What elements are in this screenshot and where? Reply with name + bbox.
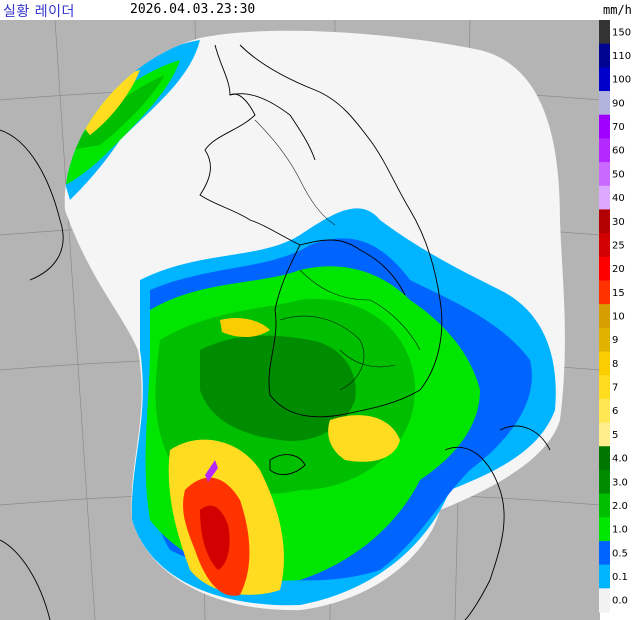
legend-swatch [599, 446, 610, 471]
legend-label: 40 [612, 193, 625, 204]
legend-swatch [599, 43, 610, 68]
legend-label: 9 [612, 335, 618, 346]
legend-swatch [599, 114, 610, 139]
legend-swatch [599, 20, 610, 45]
legend-label: 90 [612, 98, 625, 109]
header-bar: 실황 레이더 2026.04.03.23:30 mm/h [0, 0, 635, 20]
legend-label: 150 [612, 27, 631, 38]
legend-label: 0.1 [612, 572, 628, 583]
legend-swatch [599, 327, 610, 353]
legend-swatch [599, 162, 610, 187]
legend-label: 30 [612, 217, 625, 228]
legend-swatch [599, 209, 610, 234]
legend-swatch [599, 517, 610, 542]
legend-label: 15 [612, 288, 625, 299]
legend-swatch [599, 185, 610, 210]
legend-swatch [599, 375, 610, 400]
legend-swatch [599, 67, 610, 92]
legend-unit: mm/h [603, 3, 632, 17]
rainfall-legend: 150 110 100 90 70 60 50 40 30 25 20 15 10 9 8 7 6 5 4.0 3.0… [599, 20, 631, 613]
legend-label: 3.0 [612, 477, 628, 488]
legend-label: 8 [612, 359, 618, 370]
legend-swatch [599, 280, 610, 305]
legend-swatch [599, 564, 610, 589]
legend-label: 5 [612, 430, 618, 441]
legend-swatch [599, 493, 610, 518]
legend-swatch [599, 138, 610, 163]
legend-label: 50 [612, 169, 625, 180]
radar-map[interactable] [0, 20, 600, 620]
legend-label: 100 [612, 75, 631, 86]
legend-swatch [599, 540, 610, 566]
legend-swatch [599, 398, 610, 424]
legend-swatch [599, 256, 610, 281]
legend-label: 10 [612, 312, 625, 323]
legend-swatch [599, 422, 610, 447]
legend-label: 20 [612, 264, 625, 275]
legend-swatch [599, 233, 610, 258]
legend-swatch [599, 304, 610, 329]
legend-swatch [599, 351, 610, 376]
legend-label: 2.0 [612, 501, 628, 512]
legend-label: 6 [612, 406, 618, 417]
legend-label: 0.0 [612, 596, 628, 607]
legend-label: 60 [612, 146, 625, 157]
observation-timestamp: 2026.04.03.23:30 [130, 2, 256, 17]
legend-label: 25 [612, 240, 625, 251]
coastlines [0, 44, 551, 620]
precipitation-echoes [64, 40, 556, 606]
province-boundaries [254, 119, 421, 391]
page-title: 실황 레이더 [3, 4, 75, 20]
legend-label: 70 [612, 122, 625, 133]
legend-swatch [599, 588, 610, 613]
legend-label: 4.0 [612, 454, 628, 465]
legend-label: 0.5 [612, 548, 628, 559]
legend-swatch [599, 469, 610, 495]
legend-swatch [599, 91, 610, 116]
legend-label: 110 [612, 51, 631, 62]
legend-label: 7 [612, 383, 618, 394]
legend-label: 1.0 [612, 525, 628, 536]
